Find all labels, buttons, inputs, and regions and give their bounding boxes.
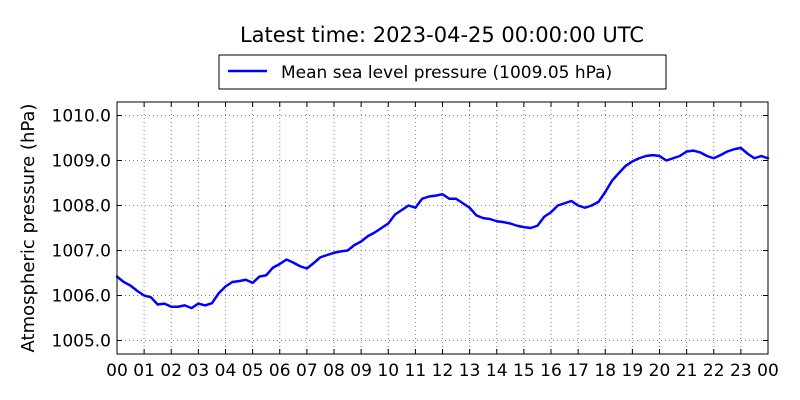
x-tick-label: 22 (703, 361, 725, 381)
x-tick-label: 06 (269, 361, 291, 381)
x-tick-label: 00 (106, 361, 128, 381)
x-tick-label: 18 (594, 361, 616, 381)
x-tick-label: 11 (405, 361, 427, 381)
y-tick-label: 1008.0 (52, 197, 111, 217)
legend: Mean sea level pressure (1009.05 hPa) (218, 54, 667, 90)
y-tick-label: 1006.0 (52, 287, 111, 307)
y-tick-label: 1007.0 (52, 242, 111, 262)
x-tick-label: 16 (540, 361, 562, 381)
y-tick-label: 1010.0 (52, 107, 111, 127)
chart-title: Latest time: 2023-04-25 00:00:00 UTC (240, 23, 644, 47)
x-tick-label: 07 (296, 361, 318, 381)
y-tick-label: 1009.0 (52, 152, 111, 172)
x-tick-label: 04 (215, 361, 237, 381)
x-tick-label: 01 (133, 361, 155, 381)
x-tick-label: 05 (242, 361, 264, 381)
y-tick-label: 1005.0 (52, 332, 111, 352)
x-tick-label: 23 (730, 361, 752, 381)
series-line (115, 146, 770, 310)
grid-layer (117, 102, 768, 354)
y-axis-label: Atmospheric pressure (hPa) (18, 104, 39, 353)
x-tick-label: 00 (757, 361, 779, 381)
x-tick-label: 21 (676, 361, 698, 381)
x-tick-label: 17 (567, 361, 589, 381)
x-tick-label: 08 (323, 361, 345, 381)
x-tick-label: 03 (188, 361, 210, 381)
x-tick-label: 13 (459, 361, 481, 381)
x-tick-label: 14 (486, 361, 508, 381)
legend-box (218, 54, 667, 90)
x-tick-label: 20 (649, 361, 671, 381)
x-tick-label: 02 (160, 361, 182, 381)
series-layer (115, 146, 770, 310)
x-tick-label: 09 (350, 361, 372, 381)
plot-frame (116, 101, 769, 355)
x-tick-label: 19 (622, 361, 644, 381)
x-tick-label: 10 (377, 361, 399, 381)
tick-layer: 00 01 02 03 04 05 06 07 08 09 10 11 12 13 14 15 16 17 18 19… (52, 102, 779, 381)
legend-series-label: Mean sea level pressure (1009.05 hPa) (281, 63, 612, 83)
x-tick-label: 15 (513, 361, 535, 381)
x-tick-label: 12 (432, 361, 454, 381)
